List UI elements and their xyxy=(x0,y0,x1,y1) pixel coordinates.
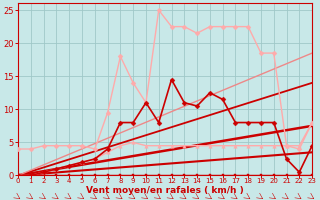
X-axis label: Vent moyen/en rafales ( km/h ): Vent moyen/en rafales ( km/h ) xyxy=(86,186,244,195)
